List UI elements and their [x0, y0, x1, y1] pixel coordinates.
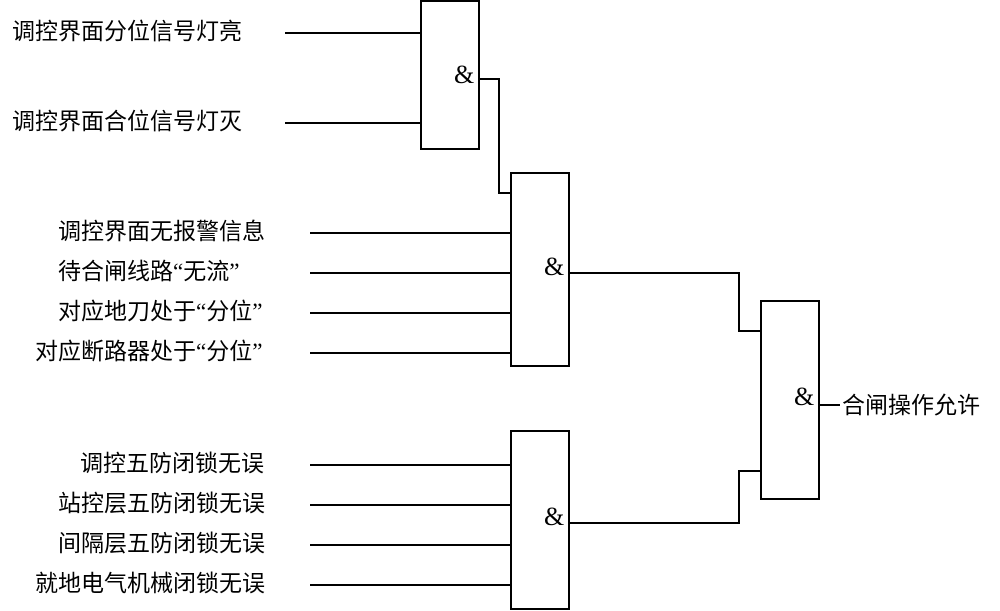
input-label-4: 待合闸线路“无流”: [58, 258, 239, 286]
and-gate-3: &: [510, 430, 570, 610]
wire: [310, 584, 510, 586]
wire: [310, 504, 510, 506]
and-symbol: &: [454, 60, 474, 90]
wire: [498, 78, 500, 194]
and-gate-2: &: [510, 172, 570, 367]
input-label-1: 调控界面分位信号灯亮: [12, 18, 242, 46]
logic-diagram: 调控界面分位信号灯亮 调控界面合位信号灯灭 调控界面无报警信息 待合闸线路“无流…: [0, 0, 1000, 611]
output-label: 合闸操作允许: [842, 392, 980, 420]
wire: [310, 464, 510, 466]
wire: [310, 232, 510, 234]
input-label-5: 对应地刀处于“分位”: [58, 298, 262, 326]
wire: [570, 522, 740, 524]
input-label-6: 对应断路器处于“分位”: [35, 338, 262, 366]
wire: [310, 312, 510, 314]
wire: [738, 272, 740, 332]
wire: [310, 272, 510, 274]
wire: [570, 272, 740, 274]
and-symbol: &: [544, 502, 564, 532]
input-label-7: 调控五防闭锁无误: [80, 450, 264, 478]
wire: [738, 470, 760, 472]
input-label-3: 调控界面无报警信息: [58, 218, 265, 246]
wire: [498, 192, 510, 194]
and-gate-4: &: [760, 300, 820, 500]
wire: [310, 544, 510, 546]
input-label-9: 间隔层五防闭锁无误: [58, 530, 265, 558]
wire: [820, 404, 840, 406]
and-symbol: &: [544, 252, 564, 282]
wire: [285, 122, 420, 124]
wire: [285, 32, 420, 34]
wire: [738, 330, 760, 332]
input-label-8: 站控层五防闭锁无误: [58, 490, 265, 518]
wire: [310, 352, 510, 354]
input-label-10: 就地电气机械闭锁无误: [35, 570, 265, 598]
and-gate-1: &: [420, 0, 480, 150]
and-symbol: &: [794, 382, 814, 412]
input-label-2: 调控界面合位信号灯灭: [12, 108, 242, 136]
wire: [738, 470, 740, 524]
wire: [480, 78, 500, 80]
